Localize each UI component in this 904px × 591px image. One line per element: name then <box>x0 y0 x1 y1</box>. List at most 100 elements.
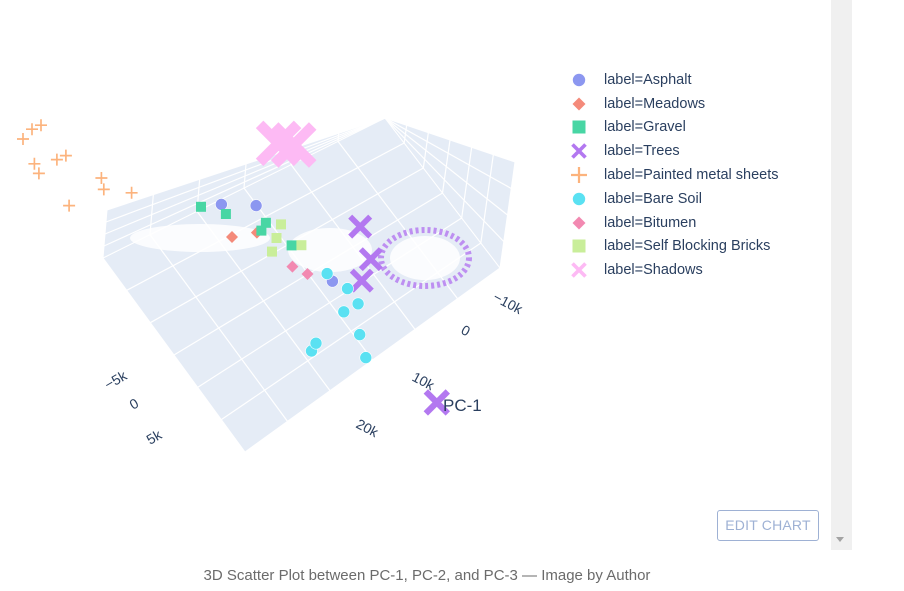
legend-label: label=Painted metal sheets <box>604 167 779 184</box>
point-self-blocking-bricks[interactable] <box>296 240 307 251</box>
point-bare-soil[interactable] <box>309 336 323 350</box>
point-bare-soil[interactable] <box>337 305 351 319</box>
x-tick-label: −10k <box>491 289 527 318</box>
marker-bare-soil <box>359 351 373 364</box>
marker-painted-metal-sheets <box>125 186 138 199</box>
legend-marker-painted-metal-sheets <box>571 167 587 184</box>
wall-grid-line <box>105 117 386 223</box>
legend-item-gravel[interactable]: label=Gravel <box>568 116 779 140</box>
legend-item-bare-soil[interactable]: label=Bare Soil <box>568 187 779 211</box>
legend-label: label=Shadows <box>604 262 703 279</box>
marker-gravel <box>286 240 297 251</box>
point-trees[interactable] <box>349 268 374 293</box>
legend-symbol-x-icon <box>571 143 587 160</box>
legend-item-asphalt[interactable]: label=Asphalt <box>568 68 779 92</box>
point-self-blocking-bricks[interactable] <box>276 219 286 230</box>
vertical-scrollbar[interactable] <box>831 0 852 550</box>
legend-label: label=Bare Soil <box>604 190 702 207</box>
marker-painted-metal-sheets <box>59 149 72 162</box>
marker-bare-soil <box>309 336 323 350</box>
legend: label=Asphalt label=Meadows label=Gravel la… <box>568 68 779 282</box>
legend-item-painted-metal-sheets[interactable]: label=Painted metal sheets <box>568 163 779 187</box>
legend-symbol-square-icon <box>572 239 586 253</box>
point-painted-metal-sheets[interactable] <box>125 186 138 199</box>
point-painted-metal-sheets[interactable] <box>17 133 29 145</box>
marker-self-blocking-bricks <box>267 246 277 257</box>
marker-painted-metal-sheets <box>32 167 45 180</box>
point-painted-metal-sheets[interactable] <box>28 157 41 170</box>
legend-marker-bitumen <box>572 216 586 230</box>
point-gravel[interactable] <box>260 217 271 228</box>
legend-item-shadows[interactable]: label=Shadows <box>568 258 779 282</box>
marker-bare-soil <box>320 267 334 280</box>
asphalt-dense-cloud <box>288 228 372 272</box>
point-shadows[interactable] <box>270 122 317 168</box>
legend-marker-bare-soil <box>572 192 586 206</box>
point-trees[interactable] <box>423 389 450 416</box>
point-self-blocking-bricks[interactable] <box>267 246 277 257</box>
point-bare-soil[interactable] <box>341 282 354 295</box>
x-tick-label: 10k <box>410 369 438 394</box>
marker-gravel <box>196 201 206 212</box>
x-tick-label: 0 <box>459 322 474 340</box>
point-bare-soil[interactable] <box>353 328 367 341</box>
marker-painted-metal-sheets <box>26 123 38 136</box>
legend-marker-asphalt <box>572 73 586 87</box>
point-painted-metal-sheets[interactable] <box>95 172 108 184</box>
legend-marker-shadows <box>571 262 587 279</box>
x-axis-title: PC-1 <box>443 396 482 415</box>
legend-item-self-blocking-bricks[interactable]: label=Self Blocking Bricks <box>568 235 779 259</box>
point-painted-metal-sheets[interactable] <box>35 119 47 132</box>
edit-chart-button[interactable]: EDIT CHART <box>717 510 819 541</box>
marker-bitumen <box>286 260 299 273</box>
point-trees[interactable] <box>358 247 383 272</box>
marker-trees <box>423 389 450 416</box>
legend-item-bitumen[interactable]: label=Bitumen <box>568 211 779 235</box>
legend-symbol-circle-icon <box>572 73 586 87</box>
point-bitumen[interactable] <box>286 260 299 273</box>
legend-item-trees[interactable]: label=Trees <box>568 139 779 163</box>
wall-grid-line <box>384 117 505 242</box>
point-meadows[interactable] <box>226 231 238 243</box>
wall-grid-line <box>384 117 512 190</box>
point-bare-soil[interactable] <box>359 351 373 364</box>
scroll-down-arrow-icon[interactable] <box>836 537 844 542</box>
marker-painted-metal-sheets <box>95 172 108 184</box>
point-trees[interactable] <box>348 214 373 239</box>
marker-shadows <box>270 122 317 168</box>
point-gravel[interactable] <box>256 225 267 236</box>
painted-metal-sheets-cloud <box>130 224 270 252</box>
marker-gravel <box>220 209 231 219</box>
data-marks <box>17 119 450 416</box>
point-painted-metal-sheets[interactable] <box>32 167 45 180</box>
point-painted-metal-sheets[interactable] <box>26 123 38 136</box>
legend-item-meadows[interactable]: label=Meadows <box>568 92 779 116</box>
marker-painted-metal-sheets <box>50 153 63 166</box>
marker-meadows <box>226 231 238 243</box>
point-gravel[interactable] <box>220 209 231 219</box>
legend-label: label=Bitumen <box>604 214 697 231</box>
point-bare-soil[interactable] <box>351 297 365 311</box>
marker-trees <box>358 247 383 272</box>
y-tick-label: 0 <box>127 395 142 413</box>
point-gravel[interactable] <box>196 201 206 212</box>
legend-marker-meadows <box>572 97 586 111</box>
legend-label: label=Asphalt <box>604 71 692 88</box>
point-painted-metal-sheets[interactable] <box>59 149 72 162</box>
marker-self-blocking-bricks <box>271 233 282 243</box>
point-gravel[interactable] <box>286 240 297 251</box>
point-bitumen[interactable] <box>301 268 314 280</box>
point-painted-metal-sheets[interactable] <box>63 199 76 212</box>
trees-dense-cloud <box>390 236 460 280</box>
y-tick-label: −5k <box>102 367 131 393</box>
y-tick-label: 5k <box>144 426 166 448</box>
point-asphalt[interactable] <box>215 198 228 211</box>
point-bare-soil[interactable] <box>320 267 334 280</box>
point-painted-metal-sheets[interactable] <box>97 183 110 196</box>
point-painted-metal-sheets[interactable] <box>50 153 63 166</box>
point-asphalt[interactable] <box>249 199 263 212</box>
point-shadows[interactable] <box>255 120 302 167</box>
marker-painted-metal-sheets <box>35 119 47 132</box>
point-self-blocking-bricks[interactable] <box>271 233 282 243</box>
